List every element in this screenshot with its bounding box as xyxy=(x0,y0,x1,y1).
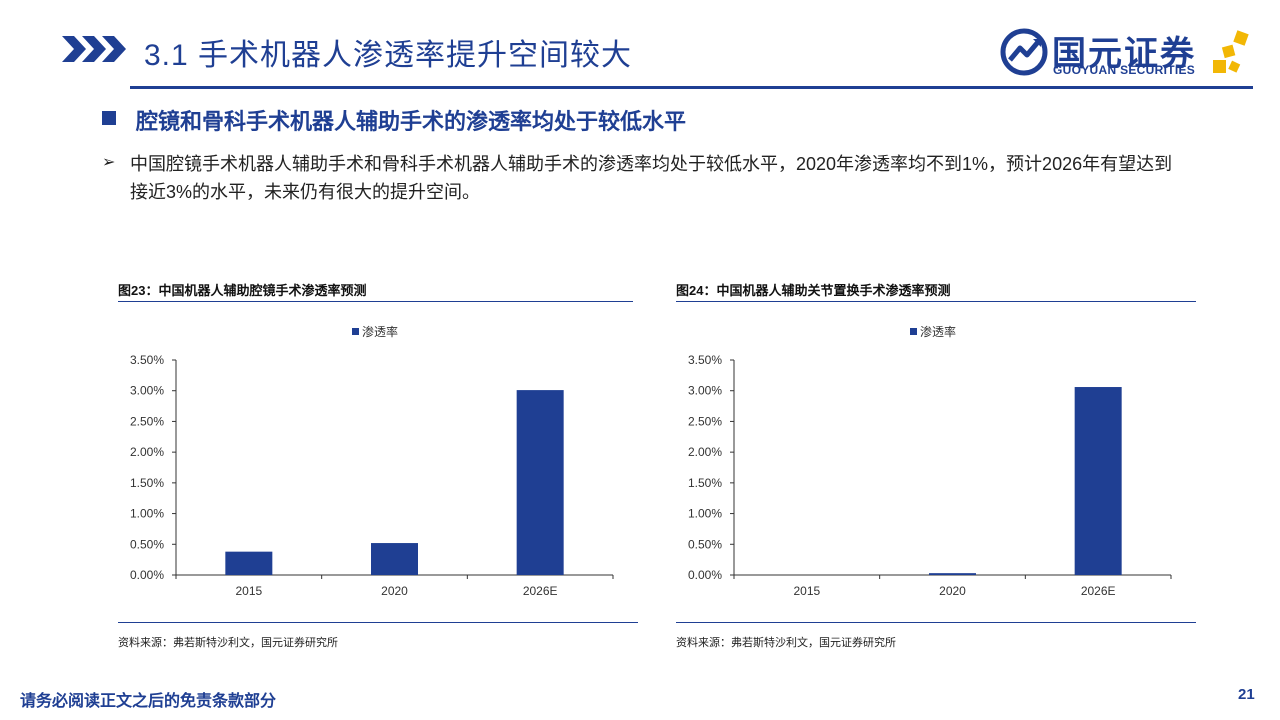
company-logo: 国元证券 GUOYUAN SECURITIES xyxy=(1000,24,1256,80)
legend-label: 渗透率 xyxy=(362,324,398,339)
y-tick-label: 1.00% xyxy=(688,507,722,521)
logo-squares-icon xyxy=(1213,30,1249,73)
y-tick-label: 3.50% xyxy=(688,353,722,367)
x-tick-label: 2015 xyxy=(235,584,262,598)
y-tick-label: 3.50% xyxy=(130,353,164,367)
x-tick-label: 2026E xyxy=(1081,584,1116,598)
header-divider xyxy=(130,86,1253,89)
chart-panel-2: 图24：中国机器人辅助关节置换手术渗透率预测 渗透率 0.00% 0.50% 1.00… xyxy=(676,276,1196,656)
chart-title: 图23：中国机器人辅助腔镜手术渗透率预测 xyxy=(118,283,367,298)
x-tick-label: 2020 xyxy=(381,584,408,598)
chart-source: 资料来源：弗若斯特沙利文，国元证券研究所 xyxy=(676,637,896,649)
y-tick-label: 2.00% xyxy=(688,445,722,459)
legend-swatch xyxy=(910,328,917,335)
x-tick-label: 2026E xyxy=(523,584,558,598)
chart-panel-1: 图23：中国机器人辅助腔镜手术渗透率预测 渗透率 0.00% 0.50% 1.00% 1… xyxy=(118,276,638,656)
bar xyxy=(929,573,976,575)
y-tick-label: 1.50% xyxy=(688,476,722,490)
page-title: 3.1 手术机器人渗透率提升空间较大 xyxy=(144,39,633,72)
disclaimer-note: 请务必阅读正文之后的免责条款部分 xyxy=(20,693,277,710)
y-tick-label: 0.00% xyxy=(130,568,164,582)
logo-text-cn: 国元证券 xyxy=(1052,35,1196,73)
legend-label: 渗透率 xyxy=(920,324,956,339)
chart-bottom-divider xyxy=(676,622,1196,623)
bar xyxy=(371,543,418,575)
chart-title-divider xyxy=(118,301,633,302)
x-tick-label: 2020 xyxy=(939,584,966,598)
y-tick-label: 2.00% xyxy=(130,445,164,459)
y-tick-label: 3.00% xyxy=(130,384,164,398)
chart-title: 图24：中国机器人辅助关节置换手术渗透率预测 xyxy=(676,283,951,298)
bar-chart: 渗透率 0.00% 0.50% 1.00% 1.50% 2.00% 2.50% 3.00% 3.… xyxy=(130,324,614,598)
y-tick-label: 3.00% xyxy=(688,384,722,398)
y-tick-label: 1.50% xyxy=(130,476,164,490)
y-tick-label: 0.00% xyxy=(688,568,722,582)
bar xyxy=(225,551,273,575)
y-tick-label: 1.00% xyxy=(130,507,164,521)
square-bullet-icon xyxy=(102,111,116,125)
legend: 渗透率 xyxy=(352,324,398,339)
x-tick-label: 2015 xyxy=(793,584,820,598)
logo-text-en: GUOYUAN SECURITIES xyxy=(1053,63,1196,77)
page-number: 21 xyxy=(1238,686,1255,703)
section-subtitle: 腔镜和骨科手术机器人辅助手术的渗透率均处于较低水平 xyxy=(136,109,687,134)
y-tick-label: 2.50% xyxy=(130,414,164,428)
bar xyxy=(516,390,564,575)
legend-swatch xyxy=(352,328,359,335)
bar-chart: 渗透率 0.00% 0.50% 1.00% 1.50% 2.00% 2.50% 3.00% 3.… xyxy=(688,324,1172,598)
legend: 渗透率 xyxy=(910,324,956,339)
y-tick-label: 2.50% xyxy=(688,414,722,428)
chevrons-icon xyxy=(62,36,126,62)
logo-mark-icon xyxy=(1000,28,1048,76)
chart-title-divider xyxy=(676,301,1196,302)
y-tick-label: 0.50% xyxy=(688,537,722,551)
chart-bottom-divider xyxy=(118,622,638,623)
chart-source: 资料来源：弗若斯特沙利文，国元证券研究所 xyxy=(118,637,338,649)
bullet-paragraph: 中国腔镜手术机器人辅助手术和骨科手术机器人辅助手术的渗透率均处于较低水平，202… xyxy=(130,154,1173,202)
bar xyxy=(1074,387,1122,575)
arrow-bullet-icon: ➢ xyxy=(102,154,116,171)
y-tick-label: 0.50% xyxy=(130,537,164,551)
